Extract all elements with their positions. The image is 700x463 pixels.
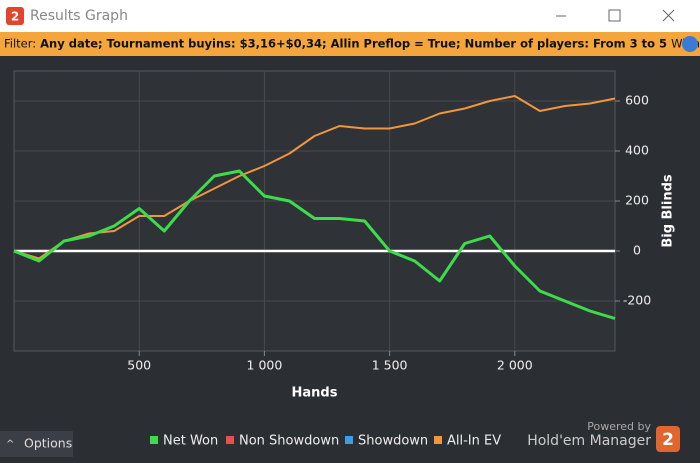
app-icon-glyph: 2 bbox=[11, 10, 19, 24]
x-tick-label: 2 000 bbox=[497, 358, 533, 373]
y-axis-label: Big Blinds bbox=[661, 174, 676, 248]
close-button[interactable] bbox=[662, 9, 675, 22]
legend-swatch bbox=[345, 436, 353, 444]
series-line bbox=[13, 95, 616, 260]
filter-info bbox=[682, 36, 698, 52]
y-tick-label: 0 bbox=[633, 243, 641, 258]
filter-label: Filter: bbox=[4, 37, 36, 51]
legend-swatch bbox=[434, 436, 442, 444]
brand-name: Hold'em Manager bbox=[527, 433, 651, 449]
y-tick-label: 400 bbox=[625, 143, 649, 158]
legend-label: Net Won bbox=[163, 434, 218, 449]
legend-swatch bbox=[226, 436, 234, 444]
y-tick-label: -200 bbox=[623, 293, 651, 308]
options-button[interactable] bbox=[0, 431, 73, 457]
legend-swatch bbox=[150, 436, 158, 444]
footer bbox=[0, 428, 700, 463]
series-line bbox=[13, 169, 616, 320]
y-tick-label: 200 bbox=[625, 193, 649, 208]
x-tick-label: 1 500 bbox=[372, 358, 408, 373]
legend-label: All-In EV bbox=[447, 434, 501, 449]
legend-label: Non Showdown bbox=[239, 434, 339, 449]
x-tick-label: 1 000 bbox=[247, 358, 283, 373]
options-label: Options bbox=[24, 436, 72, 451]
y-tick-label: 600 bbox=[625, 93, 649, 108]
powered-by: Powered by bbox=[587, 420, 651, 433]
brand-badge bbox=[656, 426, 680, 452]
filter-text: Any date; Tournament buyins: $3,16+$0,34… bbox=[40, 37, 667, 51]
title-bar bbox=[0, 0, 700, 32]
window-title: Results Graph bbox=[30, 8, 128, 24]
options-caret: ^ bbox=[6, 439, 14, 450]
brand-badge-glyph: 2 bbox=[662, 430, 674, 450]
app-icon bbox=[6, 7, 24, 25]
x-axis-label: Hands bbox=[292, 386, 338, 401]
x-tick-label: 500 bbox=[127, 358, 151, 373]
maximize-button[interactable] bbox=[608, 9, 621, 22]
legend-label: Showdown bbox=[358, 434, 428, 449]
filter-bar bbox=[0, 32, 700, 56]
plot-area bbox=[13, 70, 616, 352]
